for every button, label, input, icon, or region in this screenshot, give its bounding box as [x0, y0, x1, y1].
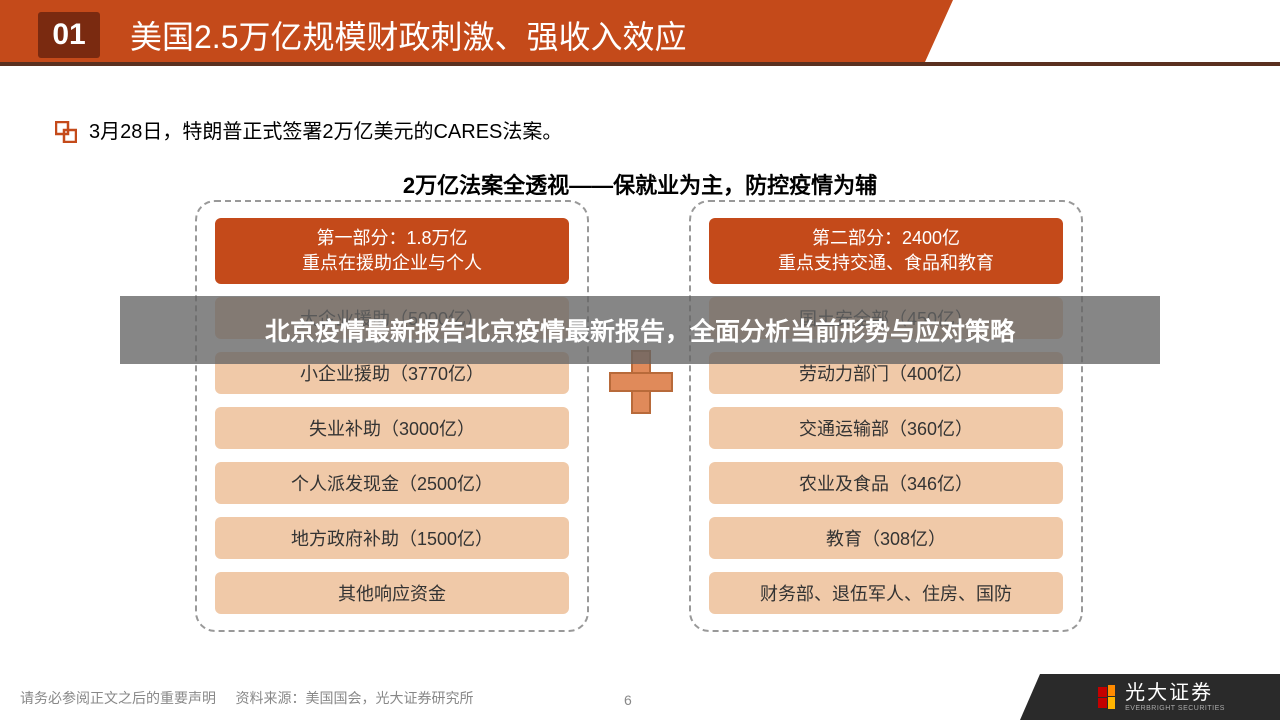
footer-text: 请务必参阅正文之后的重要声明 资料来源：美国国会，光大证券研究所: [20, 688, 473, 708]
left-header-line2: 重点在援助企业与个人: [215, 251, 569, 276]
section-number: 01: [38, 12, 100, 58]
logo-text: 光大证券 EVERBRIGHT SECURITIES: [1125, 683, 1225, 712]
left-header-line1: 第一部分：1.8万亿: [215, 226, 569, 251]
right-item: 财务部、退伍军人、住房、国防: [709, 572, 1063, 614]
left-item: 其他响应资金: [215, 572, 569, 614]
bullet-icon: [55, 121, 77, 143]
footer-source: 资料来源：美国国会，光大证券研究所: [235, 690, 473, 706]
left-item: 地方政府补助（1500亿）: [215, 517, 569, 559]
right-column: 第二部分：2400亿 重点支持交通、食品和教育 国土安全部（450亿） 劳动力部…: [689, 200, 1083, 632]
logo-mark-icon: [1095, 684, 1117, 710]
left-item: 失业补助（3000亿）: [215, 407, 569, 449]
logo-cn: 光大证券: [1125, 683, 1225, 703]
infographic-columns: 第一部分：1.8万亿 重点在援助企业与个人 大企业援助（5000亿） 小企业援助…: [195, 200, 1083, 632]
page-title: 美国2.5万亿规模财政刺激、强收入效应: [130, 12, 687, 58]
slide-header: 01 美国2.5万亿规模财政刺激、强收入效应: [0, 0, 1280, 78]
overlay-banner: 北京疫情最新报告北京疫情最新报告，全面分析当前形势与应对策略: [120, 296, 1160, 364]
right-item: 教育（308亿）: [709, 517, 1063, 559]
logo-en: EVERBRIGHT SECURITIES: [1125, 705, 1225, 712]
page-number: 6: [624, 692, 632, 708]
right-item: 交通运输部（360亿）: [709, 407, 1063, 449]
right-header-line2: 重点支持交通、食品和教育: [709, 251, 1063, 276]
footer-disclaimer: 请务必参阅正文之后的重要声明: [20, 690, 216, 706]
left-item: 个人派发现金（2500亿）: [215, 462, 569, 504]
header-strip: [0, 62, 1280, 66]
right-header: 第二部分：2400亿 重点支持交通、食品和教育: [709, 218, 1063, 284]
bullet-text: 3月28日，特朗普正式签署2万亿美元的CARES法案。: [89, 115, 562, 144]
right-header-line1: 第二部分：2400亿: [709, 226, 1063, 251]
subtitle: 2万亿法案全透视——保就业为主，防控疫情为辅: [0, 168, 1280, 200]
left-column: 第一部分：1.8万亿 重点在援助企业与个人 大企业援助（5000亿） 小企业援助…: [195, 200, 589, 632]
right-item: 农业及食品（346亿）: [709, 462, 1063, 504]
bullet-row: 3月28日，特朗普正式签署2万亿美元的CARES法案。: [55, 115, 562, 144]
left-header: 第一部分：1.8万亿 重点在援助企业与个人: [215, 218, 569, 284]
company-logo: 光大证券 EVERBRIGHT SECURITIES: [1040, 674, 1280, 720]
